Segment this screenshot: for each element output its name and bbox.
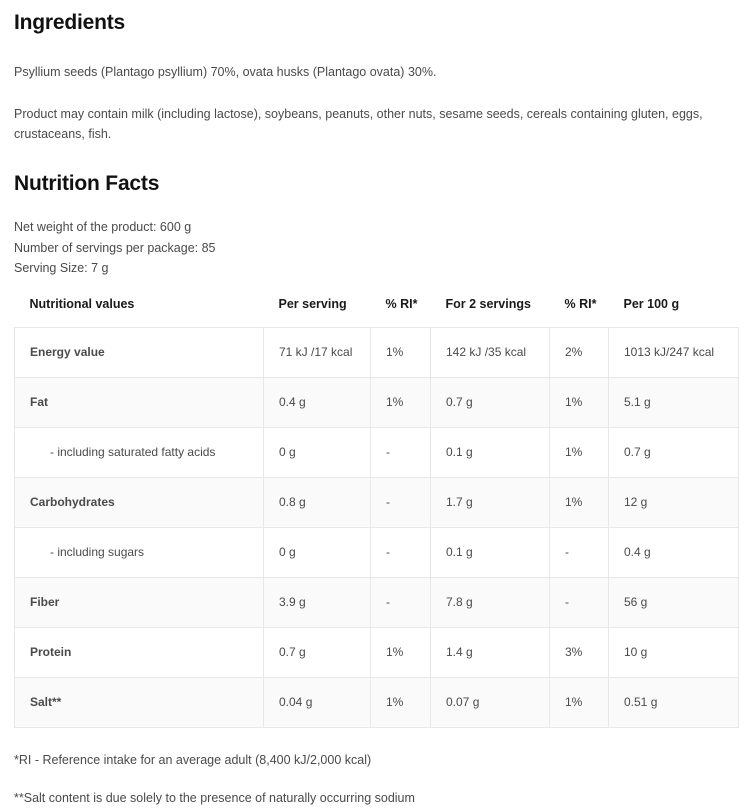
column-header-ri-per-serving: % RI*	[385, 296, 418, 311]
cell-ri-for-2-servings: 1%	[549, 426, 609, 478]
ingredients-allergen-warning: Product may contain milk (including lact…	[14, 107, 703, 141]
cell-per-serving: 0.4 g	[263, 376, 371, 428]
column-header-per-100g: Per 100 g	[623, 296, 680, 311]
ingredients-heading: Ingredients	[14, 11, 125, 34]
spacer	[14, 728, 739, 750]
cell-for-2-servings: 7.8 g	[430, 576, 550, 628]
cell-ri-for-2-servings: 1%	[549, 676, 609, 728]
table-row: Fiber 3.9 g -7.8 g -56 g	[14, 576, 739, 628]
cell-per-serving: 0 g	[263, 526, 371, 578]
spacer	[14, 82, 739, 104]
cell-ri-for-2-servings: 3%	[549, 626, 609, 678]
nutrition-facts-heading: Nutrition Facts	[14, 172, 160, 195]
cell-per-serving: 0.8 g	[263, 476, 371, 528]
serving-size-text: Serving Size: 7 g	[14, 261, 109, 275]
nutrition-page: Ingredients Psyllium seeds (Plantago psy…	[14, 11, 739, 805]
column-header-nutritional-values: Nutritional values	[29, 296, 135, 311]
cell-for-2-servings: 1.4 g	[430, 626, 550, 678]
spacer	[14, 770, 739, 788]
cell-for-2-servings: 1.7 g	[430, 476, 550, 528]
footnote-salt: **Salt content is due solely to the pres…	[14, 790, 415, 805]
footnote-ri: *RI - Reference intake for an average ad…	[14, 752, 372, 767]
cell-nutrient-label: - including saturated fatty acids	[14, 426, 264, 478]
column-header-ri-for-2-servings: % RI*	[564, 296, 597, 311]
cell-ri-per-serving: 1%	[370, 676, 431, 728]
spacer	[14, 144, 739, 170]
cell-nutrient-label: - including sugars	[14, 526, 264, 578]
cell-for-2-servings: 0.1 g	[430, 526, 550, 578]
spacer	[14, 36, 739, 62]
table-header-row: Nutritional values Per serving % RI* For…	[15, 297, 739, 328]
cell-ri-for-2-servings: -	[549, 526, 609, 578]
table-row: - including saturated fatty acids 0 g -0.1…	[14, 426, 739, 478]
cell-for-2-servings: 142 kJ /35 kcal	[430, 326, 550, 378]
table-row: - including sugars 0 g -0.1 g -0.4 g	[14, 526, 739, 578]
cell-per-100g: 0.7 g	[608, 426, 739, 478]
column-header-for-2-servings: For 2 servings	[445, 296, 531, 311]
nutrition-facts-table: Nutritional values Per serving % RI* For…	[14, 297, 739, 728]
cell-per-serving: 71 kJ /17 kcal	[263, 326, 371, 378]
cell-ri-per-serving: -	[370, 426, 431, 478]
table-row: Energy value 71 kJ /17 kcal 1% 142 kJ /35 k…	[14, 326, 739, 378]
cell-ri-for-2-servings: 1%	[549, 376, 609, 428]
cell-ri-for-2-servings: 2%	[549, 326, 609, 378]
cell-nutrient-label: Salt**	[14, 676, 264, 728]
cell-ri-per-serving: 1%	[370, 376, 431, 428]
cell-per-100g: 56 g	[608, 576, 739, 628]
cell-ri-per-serving: 1%	[370, 626, 431, 678]
footnotes-block: *RI - Reference intake for an average ad…	[14, 750, 739, 808]
table-row: Salt** 0.04 g 1% 0.07 g 1% 0.51 g	[14, 676, 739, 728]
cell-nutrient-label: Fat	[14, 376, 264, 428]
cell-per-100g: 1013 kJ/247 kcal	[608, 326, 739, 378]
cell-nutrient-label: Energy value	[14, 326, 264, 378]
cell-for-2-servings: 0.07 g	[430, 676, 550, 728]
table-body: Energy value 71 kJ /17 kcal 1% 142 kJ /35 k…	[14, 326, 739, 728]
cell-ri-per-serving: -	[370, 476, 431, 528]
table-row: Fat 0.4 g 1% 0.7 g 1% 5.1 g	[14, 376, 739, 428]
cell-ri-for-2-servings: -	[549, 576, 609, 628]
spacer	[14, 279, 739, 297]
cell-per-100g: 0.4 g	[608, 526, 739, 578]
cell-nutrient-label: Protein	[14, 626, 264, 678]
servings-per-package-text: Number of servings per package: 85	[14, 240, 216, 255]
cell-for-2-servings: 0.7 g	[430, 376, 550, 428]
cell-per-100g: 10 g	[608, 626, 739, 678]
cell-per-100g: 12 g	[608, 476, 739, 528]
cell-nutrient-label: Fiber	[14, 576, 264, 628]
cell-ri-for-2-servings: 1%	[549, 476, 609, 528]
cell-per-serving: 3.9 g	[263, 576, 371, 628]
cell-per-100g: 5.1 g	[608, 376, 739, 428]
ingredients-composition-text: Psyllium seeds (Plantago psyllium) 70%, …	[14, 65, 437, 79]
table-row: Protein 0.7 g 1% 1.4 g 3% 10 g	[14, 626, 739, 678]
column-header-per-serving: Per serving	[278, 296, 347, 311]
cell-per-100g: 0.51 g	[608, 676, 739, 728]
spacer	[14, 197, 739, 217]
table-header: Nutritional values Per serving % RI* For…	[15, 297, 739, 328]
cell-ri-per-serving: -	[370, 526, 431, 578]
net-weight-text: Net weight of the product: 600 g	[14, 220, 192, 234]
cell-ri-per-serving: -	[370, 576, 431, 628]
cell-per-serving: 0 g	[263, 426, 371, 478]
serving-info-block: Net weight of the product: 600 g Number …	[14, 217, 739, 279]
cell-for-2-servings: 0.1 g	[430, 426, 550, 478]
table-row: Carbohydrates 0.8 g -1.7 g 1% 12 g	[14, 476, 739, 528]
cell-nutrient-label: Carbohydrates	[14, 476, 264, 528]
cell-per-serving: 0.04 g	[263, 676, 371, 728]
cell-per-serving: 0.7 g	[263, 626, 371, 678]
cell-ri-per-serving: 1%	[370, 326, 431, 378]
